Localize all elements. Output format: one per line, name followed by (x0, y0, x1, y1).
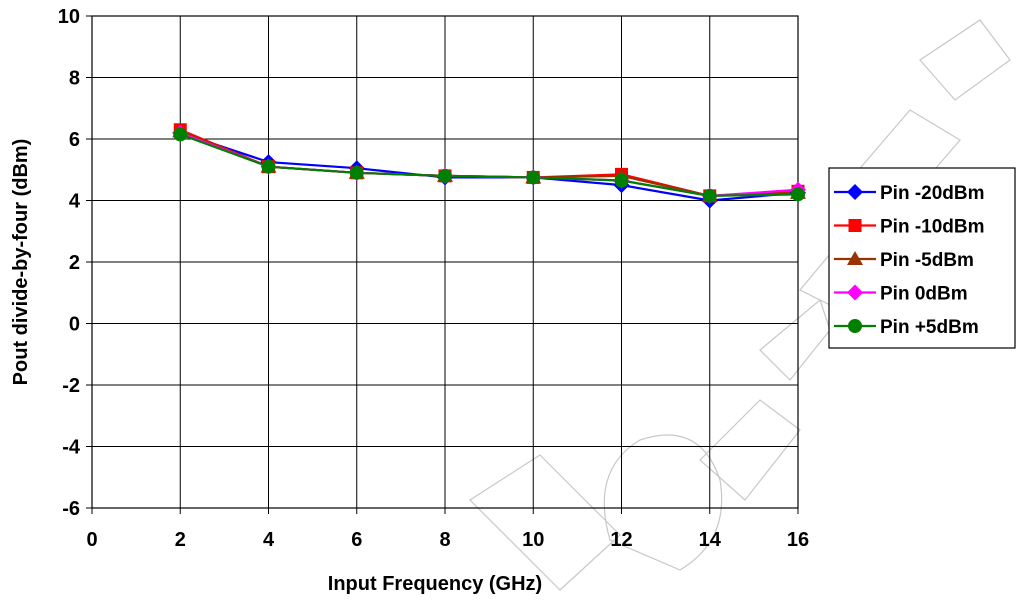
x-tick-label: 6 (351, 529, 362, 551)
plot-frame (91, 15, 799, 509)
data-point (438, 168, 452, 183)
data-point (614, 173, 629, 188)
data-point (261, 159, 276, 174)
legend-label: Pin -5dBm (880, 250, 974, 271)
y-axis-label: Pout divide-by-four (dBm) (10, 139, 32, 386)
legend-label: Pin +5dBm (880, 317, 979, 338)
data-point (526, 170, 541, 185)
y-tick-label: 10 (58, 6, 80, 28)
legend-swatch-marker (847, 251, 863, 265)
data-point (349, 165, 364, 180)
data-point (702, 188, 717, 203)
y-tick-label: 6 (69, 129, 80, 151)
y-tick-label: -6 (62, 498, 80, 520)
watermark-shape (603, 434, 723, 571)
x-tick-label: 10 (522, 529, 544, 551)
x-tick-labels: 0 2 4 6 8 10 12 14 16 (86, 529, 809, 551)
x-tick-label: 2 (175, 529, 186, 551)
legend: Pin -20dBm Pin -10dBm Pin -5dBm Pin 0dBm Pin… (828, 167, 1016, 349)
data-point (173, 127, 188, 142)
legend-label: Pin -10dBm (880, 217, 985, 238)
watermark-shape (469, 454, 621, 591)
x-tick-label: 0 (86, 529, 97, 551)
series-markers (172, 123, 806, 209)
legend-swatch-marker (847, 284, 863, 301)
x-tick-label: 8 (439, 529, 450, 551)
y-tick-label: -2 (62, 375, 80, 397)
x-tick-label: 14 (699, 529, 722, 551)
data-point (791, 187, 805, 202)
legend-swatch-marker (848, 219, 862, 232)
legend-swatch-marker (847, 184, 863, 200)
x-tick-label: 16 (787, 529, 809, 551)
y-tick-label: 4 (69, 191, 81, 213)
watermark-shape (699, 399, 801, 501)
watermark-shape (759, 298, 831, 381)
series-line-5 (179, 133, 799, 197)
x-axis-label: Input Frequency (GHz) (328, 573, 542, 595)
y-tick-label: -4 (62, 437, 81, 459)
legend-swatch-marker (848, 319, 862, 333)
y-tick-label: 0 (69, 314, 80, 336)
series-lines (179, 128, 799, 202)
x-tick-label: 12 (610, 529, 632, 551)
legend-label: Pin 0dBm (880, 284, 968, 305)
legend-label: Pin -20dBm (880, 183, 985, 204)
y-tick-labels: 10 8 6 4 2 0 -2 -4 -6 (58, 6, 81, 520)
y-tick-label: 8 (69, 68, 80, 90)
y-tick-label: 2 (69, 252, 80, 274)
x-tick-label: 4 (263, 529, 275, 551)
watermark-shape (919, 19, 1011, 101)
chart-grid (86, 15, 799, 514)
